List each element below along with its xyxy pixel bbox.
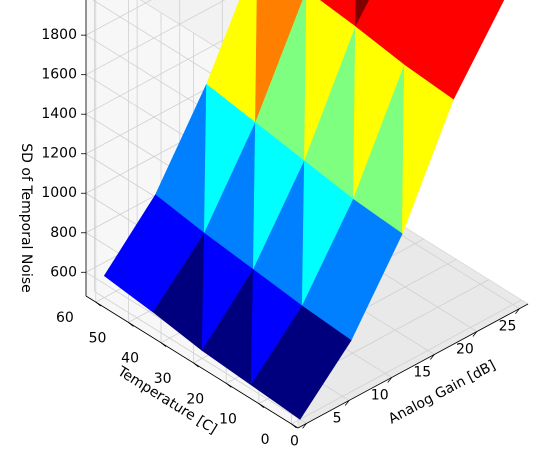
- grid-line-z: [85, 0, 153, 36]
- y-tick-label: 40: [121, 351, 139, 367]
- y-tick-mark: [160, 342, 167, 348]
- y-tick-label: 30: [154, 371, 172, 387]
- z-tick-label: 1400: [41, 106, 77, 122]
- y-tick-mark: [258, 403, 265, 408]
- y-tick-mark: [193, 362, 199, 368]
- x-tick-label: 20: [456, 342, 474, 358]
- z-tick-label: 800: [50, 225, 77, 241]
- x-tick-label: 10: [371, 388, 389, 404]
- y-tick-label: 0: [261, 432, 270, 448]
- grid-line-x: [94, 291, 307, 424]
- z-tick-label: 1000: [41, 185, 77, 201]
- y-tick-mark: [291, 423, 297, 429]
- z-tick-label: 1800: [41, 27, 77, 43]
- x-tick-mark: [302, 423, 307, 429]
- z-axis-title: SD of Temporal Noise: [18, 143, 34, 292]
- surface-facet: [350, 199, 403, 341]
- x-tick-mark: [387, 377, 393, 383]
- surface-facet: [299, 305, 352, 420]
- y-tick-mark: [95, 301, 102, 307]
- y-tick-label: 60: [56, 310, 74, 326]
- grid-line-y: [291, 299, 522, 425]
- y-axis-line: [85, 295, 299, 429]
- y-tick-label: 20: [186, 391, 204, 407]
- x-tick-mark: [472, 331, 478, 337]
- y-tick-mark: [225, 383, 232, 388]
- axis-lines: [85, 0, 529, 429]
- surface-mesh: [104, 0, 505, 420]
- x-axis-line: [297, 303, 529, 429]
- x-tick-mark: [429, 354, 435, 360]
- y-tick-mark: [128, 322, 134, 327]
- x-tick-label: 15: [413, 365, 431, 381]
- x-tick-label: 25: [499, 319, 517, 335]
- y-tick-label: 50: [89, 330, 107, 346]
- surface-facet: [401, 64, 454, 235]
- z-tick-label: 1200: [41, 146, 77, 162]
- z-tick-label: 1600: [41, 67, 77, 83]
- grid-line-z: [85, 0, 226, 76]
- surface-facet: [452, 0, 505, 100]
- y-tick-label: 10: [219, 412, 237, 428]
- tick-labels: 0 5 10 15 20 25 0 10 20 30 40 50 60 600 800 1000 1200 140…: [41, 0, 520, 449]
- z-tick-label: 600: [50, 264, 77, 280]
- x-tick-mark: [344, 400, 350, 406]
- x-tick-label: 5: [333, 410, 342, 426]
- x-tick-label: 0: [290, 433, 299, 449]
- z-tick-label: 2000: [41, 0, 77, 4]
- x-tick-mark: [515, 308, 520, 314]
